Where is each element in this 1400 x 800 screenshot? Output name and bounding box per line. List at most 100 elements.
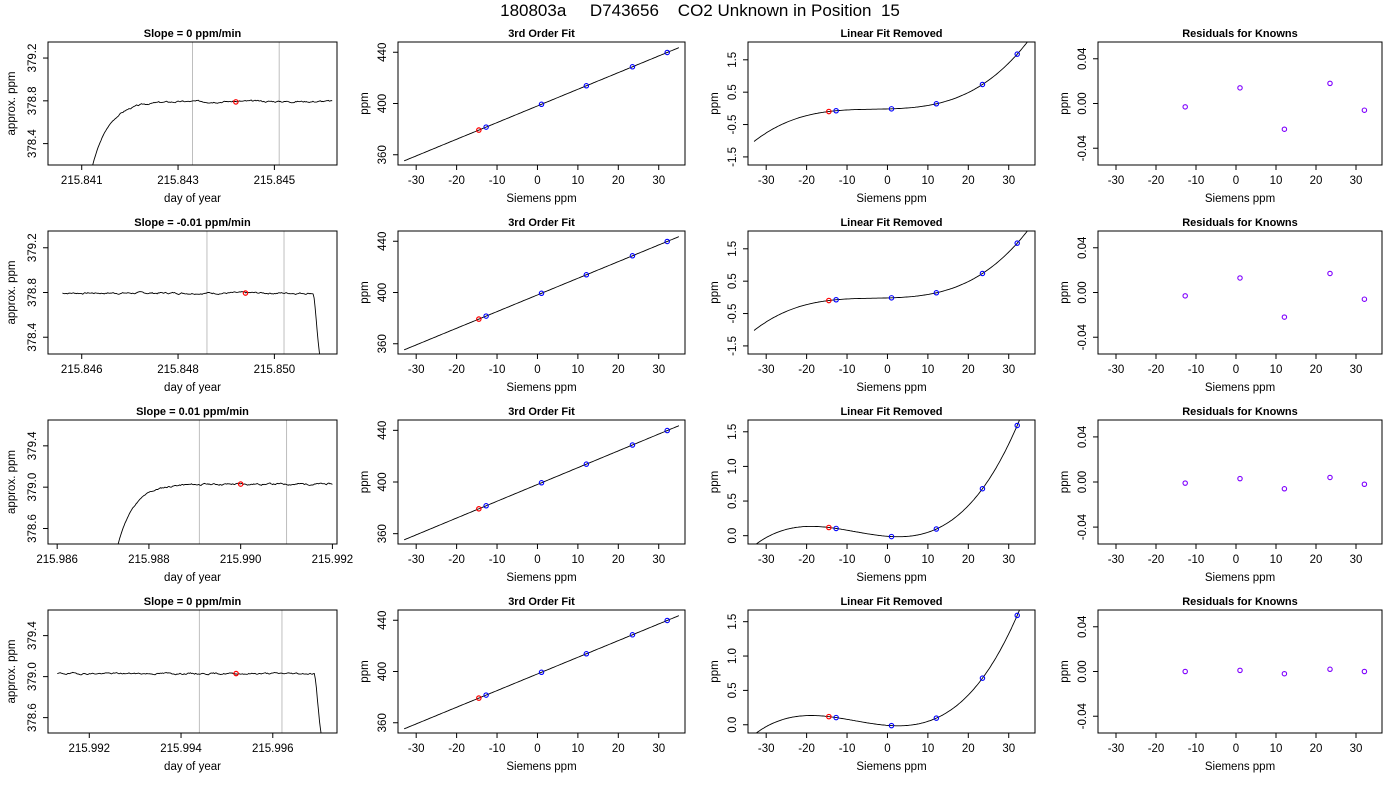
known-point	[583, 651, 590, 657]
y-axis-label: ppm	[709, 660, 721, 682]
x-axis-label: Siemens ppm	[506, 761, 576, 773]
y-axis-label: ppm	[709, 281, 721, 303]
x-tick-label: 20	[1310, 554, 1323, 566]
known-point	[664, 617, 670, 624]
panel-3-3: Linear Fit Removed -30 -20 -10 0 10 20 30 0.0 0.5…	[709, 406, 1036, 584]
y-tick-label: 0.00	[1077, 281, 1089, 303]
y-tick-label: 379.0	[27, 662, 39, 691]
panel-1-2: 3rd Order Fit -30 -20 -10 0 10 20 30 360 400 440 Si…	[359, 28, 686, 205]
x-tick-label: 20	[612, 175, 625, 187]
x-tick-label: -30	[408, 364, 425, 376]
x-tick-label: -10	[1188, 175, 1205, 187]
residual-point	[1361, 296, 1368, 302]
y-tick-label: 0.5	[727, 273, 739, 289]
y-tick-label: 0.04	[1077, 47, 1089, 70]
x-axis-label: Siemens ppm	[506, 572, 576, 584]
residual-point	[1327, 474, 1333, 481]
residual-point	[1237, 475, 1243, 482]
x-tick-label: 0	[1233, 743, 1239, 755]
y-tick-label: -0.04	[1077, 324, 1089, 351]
known-point	[979, 485, 986, 492]
y-tick-label: 0.5	[727, 682, 739, 698]
plot-frame	[47, 41, 338, 166]
y-axis-label: ppm	[359, 471, 371, 493]
x-tick-label: -20	[1148, 364, 1165, 376]
x-axis-label: day of year	[164, 193, 221, 205]
x-tick-label: 0	[1233, 175, 1239, 187]
series-line	[117, 482, 333, 544]
series-line	[92, 99, 333, 165]
known-point	[664, 427, 670, 434]
x-axis-label: Siemens ppm	[1205, 193, 1275, 205]
y-tick-label: 0.04	[1077, 236, 1089, 259]
y-tick-label: 0.00	[1077, 471, 1089, 493]
unknown-point	[826, 713, 832, 720]
fit-curve	[403, 615, 680, 730]
y-tick-label: -0.5	[727, 115, 739, 135]
y-tick-label: 400	[377, 662, 389, 681]
known-point	[483, 692, 489, 698]
x-tick-label: -20	[448, 175, 465, 187]
x-tick-label: 10	[571, 554, 584, 566]
series-line	[62, 291, 321, 354]
known-point	[833, 296, 839, 303]
y-tick-label: 378.4	[27, 322, 39, 351]
plot-frame	[747, 609, 1036, 734]
known-point	[483, 124, 489, 130]
x-tick-label: 0	[884, 175, 890, 187]
y-tick-label: 379.2	[27, 233, 39, 262]
x-tick-label: 10	[571, 175, 584, 187]
residual-point	[1237, 275, 1243, 281]
x-tick-label: -30	[408, 175, 425, 187]
y-tick-label: 360	[377, 145, 389, 164]
y-tick-label: 0.0	[727, 528, 739, 544]
y-tick-label: 1.0	[727, 458, 739, 474]
x-tick-label: 215.841	[61, 175, 103, 187]
known-point	[979, 675, 986, 681]
known-point	[583, 272, 590, 278]
panel-title: Linear Fit Removed	[840, 28, 942, 40]
x-tick-label: -10	[839, 175, 856, 187]
x-tick-label: 30	[1002, 743, 1015, 755]
y-tick-label: 0.5	[727, 84, 739, 100]
series-line	[57, 671, 322, 733]
panel-3-1: Slope = 0.01 ppm/min 215.986 215.988 215.99…	[6, 406, 353, 584]
known-point	[538, 101, 545, 108]
x-tick-label: 10	[921, 175, 934, 187]
x-tick-label: 30	[1002, 175, 1015, 187]
known-point	[1014, 240, 1020, 246]
x-tick-label: 0	[884, 743, 890, 755]
known-point	[979, 270, 986, 277]
x-tick-label: 20	[1310, 175, 1323, 187]
known-point	[833, 714, 839, 721]
residual-point	[1182, 104, 1188, 110]
x-tick-label: 0	[534, 554, 540, 566]
x-tick-label: -30	[408, 743, 425, 755]
x-tick-label: 30	[1002, 364, 1015, 376]
y-tick-label: 440	[377, 611, 389, 630]
y-tick-label: 379.4	[27, 621, 39, 650]
y-axis-label: approx. ppm	[6, 261, 18, 325]
known-point	[1014, 422, 1020, 429]
panel-4-2: 3rd Order Fit -30 -20 -10 0 10 20 30 360 400 440 Si…	[359, 596, 686, 773]
y-tick-label: 0.00	[1077, 92, 1089, 114]
panel-title: Slope = 0 ppm/min	[144, 596, 242, 608]
panel-4-1: Slope = 0 ppm/min 215.992 215.994 215.996 37…	[6, 596, 338, 773]
x-tick-label: -20	[448, 364, 465, 376]
x-tick-label: 0	[534, 175, 540, 187]
x-tick-label: 20	[962, 554, 975, 566]
known-point	[583, 83, 590, 89]
y-axis-label: approx. ppm	[6, 72, 18, 136]
y-tick-label: 400	[377, 472, 389, 491]
y-axis-label: ppm	[1059, 660, 1071, 682]
x-tick-label: 0	[534, 364, 540, 376]
x-tick-label: 30	[1350, 364, 1363, 376]
x-axis-label: Siemens ppm	[1205, 761, 1275, 773]
known-point	[888, 295, 895, 301]
panel-3-4: Residuals for Knowns -30 -20 -10 0 10 20 30 -0.0…	[1059, 406, 1383, 584]
x-tick-label: 0	[534, 743, 540, 755]
panel-title: 3rd Order Fit	[508, 406, 575, 418]
plot-frame	[397, 41, 686, 166]
residual-point	[1361, 107, 1368, 113]
